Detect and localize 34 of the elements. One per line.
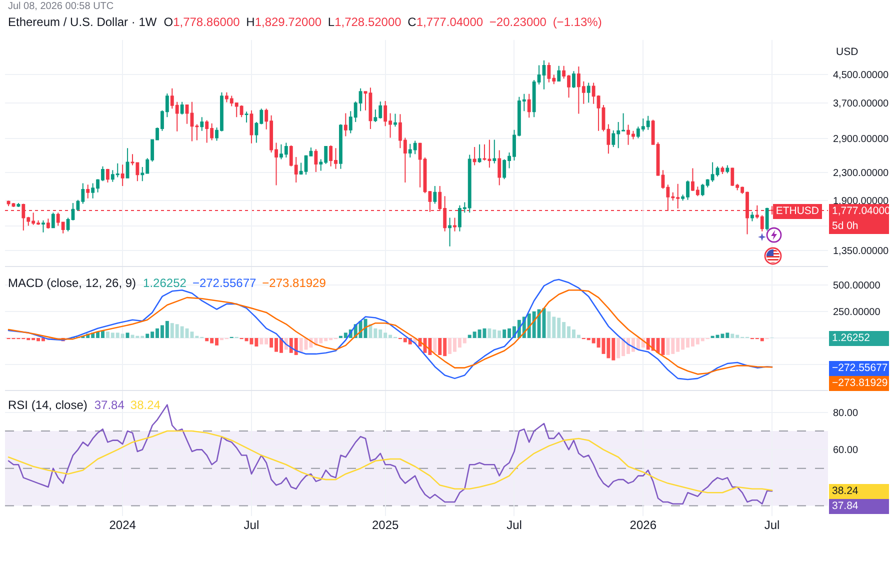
text: 38.24 bbox=[832, 485, 858, 497]
x-tick-label: 2026 bbox=[630, 518, 657, 532]
x-tick-label: Jul bbox=[506, 518, 522, 532]
text: MACD (close, 12, 26, 9) bbox=[8, 276, 136, 290]
annotation: 38.24 bbox=[130, 398, 160, 412]
annotation: 37.84 bbox=[94, 398, 124, 412]
y-tick-label: 500.00000 bbox=[833, 280, 881, 292]
text: Jul 08, 2026 00:58 UTC bbox=[8, 1, 114, 13]
ref-line-label: 1,777.04000 bbox=[829, 204, 890, 219]
text: RSI (14, close) bbox=[8, 398, 88, 412]
y-tick-label: 2,900.00000 bbox=[833, 134, 890, 146]
text: −272.55677 bbox=[832, 362, 888, 374]
y-tick-label: 2,300.00000 bbox=[833, 168, 890, 180]
y-tick-label: 250.00000 bbox=[833, 306, 881, 318]
x-tick-label: 2025 bbox=[372, 518, 400, 532]
text: −273.81929 bbox=[832, 377, 888, 389]
text: 5d 0h bbox=[829, 219, 889, 234]
annotation: −273.81929 bbox=[262, 276, 326, 290]
x-tick-label: Jul bbox=[244, 518, 260, 532]
text: 37.84 bbox=[832, 500, 858, 512]
x-tick-label: 2024 bbox=[109, 518, 136, 532]
y-tick-label: 3,700.00000 bbox=[833, 98, 890, 110]
y-tick-label: 60.00 bbox=[833, 445, 858, 456]
y-tick-label: 80.00 bbox=[833, 408, 858, 419]
text: O1,778.86000 H1,829.72000 L1,728.52000 C1,777.04000 −20.23000 (−1.13%) bbox=[164, 15, 602, 29]
chart-title: Ethereum / U.S. Dollar · 1W bbox=[8, 15, 157, 29]
annotation: 1.26252 bbox=[143, 276, 186, 290]
y-tick-label: 4,500.00000 bbox=[833, 70, 890, 81]
annotation: −272.55677 bbox=[192, 276, 256, 290]
annotation: ETHUSD bbox=[772, 204, 822, 219]
y-axis-title: USD bbox=[836, 46, 859, 58]
text: 1.26252 bbox=[832, 332, 870, 344]
y-tick-label: 1,350.00000 bbox=[833, 246, 890, 258]
x-tick-label: Jul bbox=[764, 518, 780, 532]
